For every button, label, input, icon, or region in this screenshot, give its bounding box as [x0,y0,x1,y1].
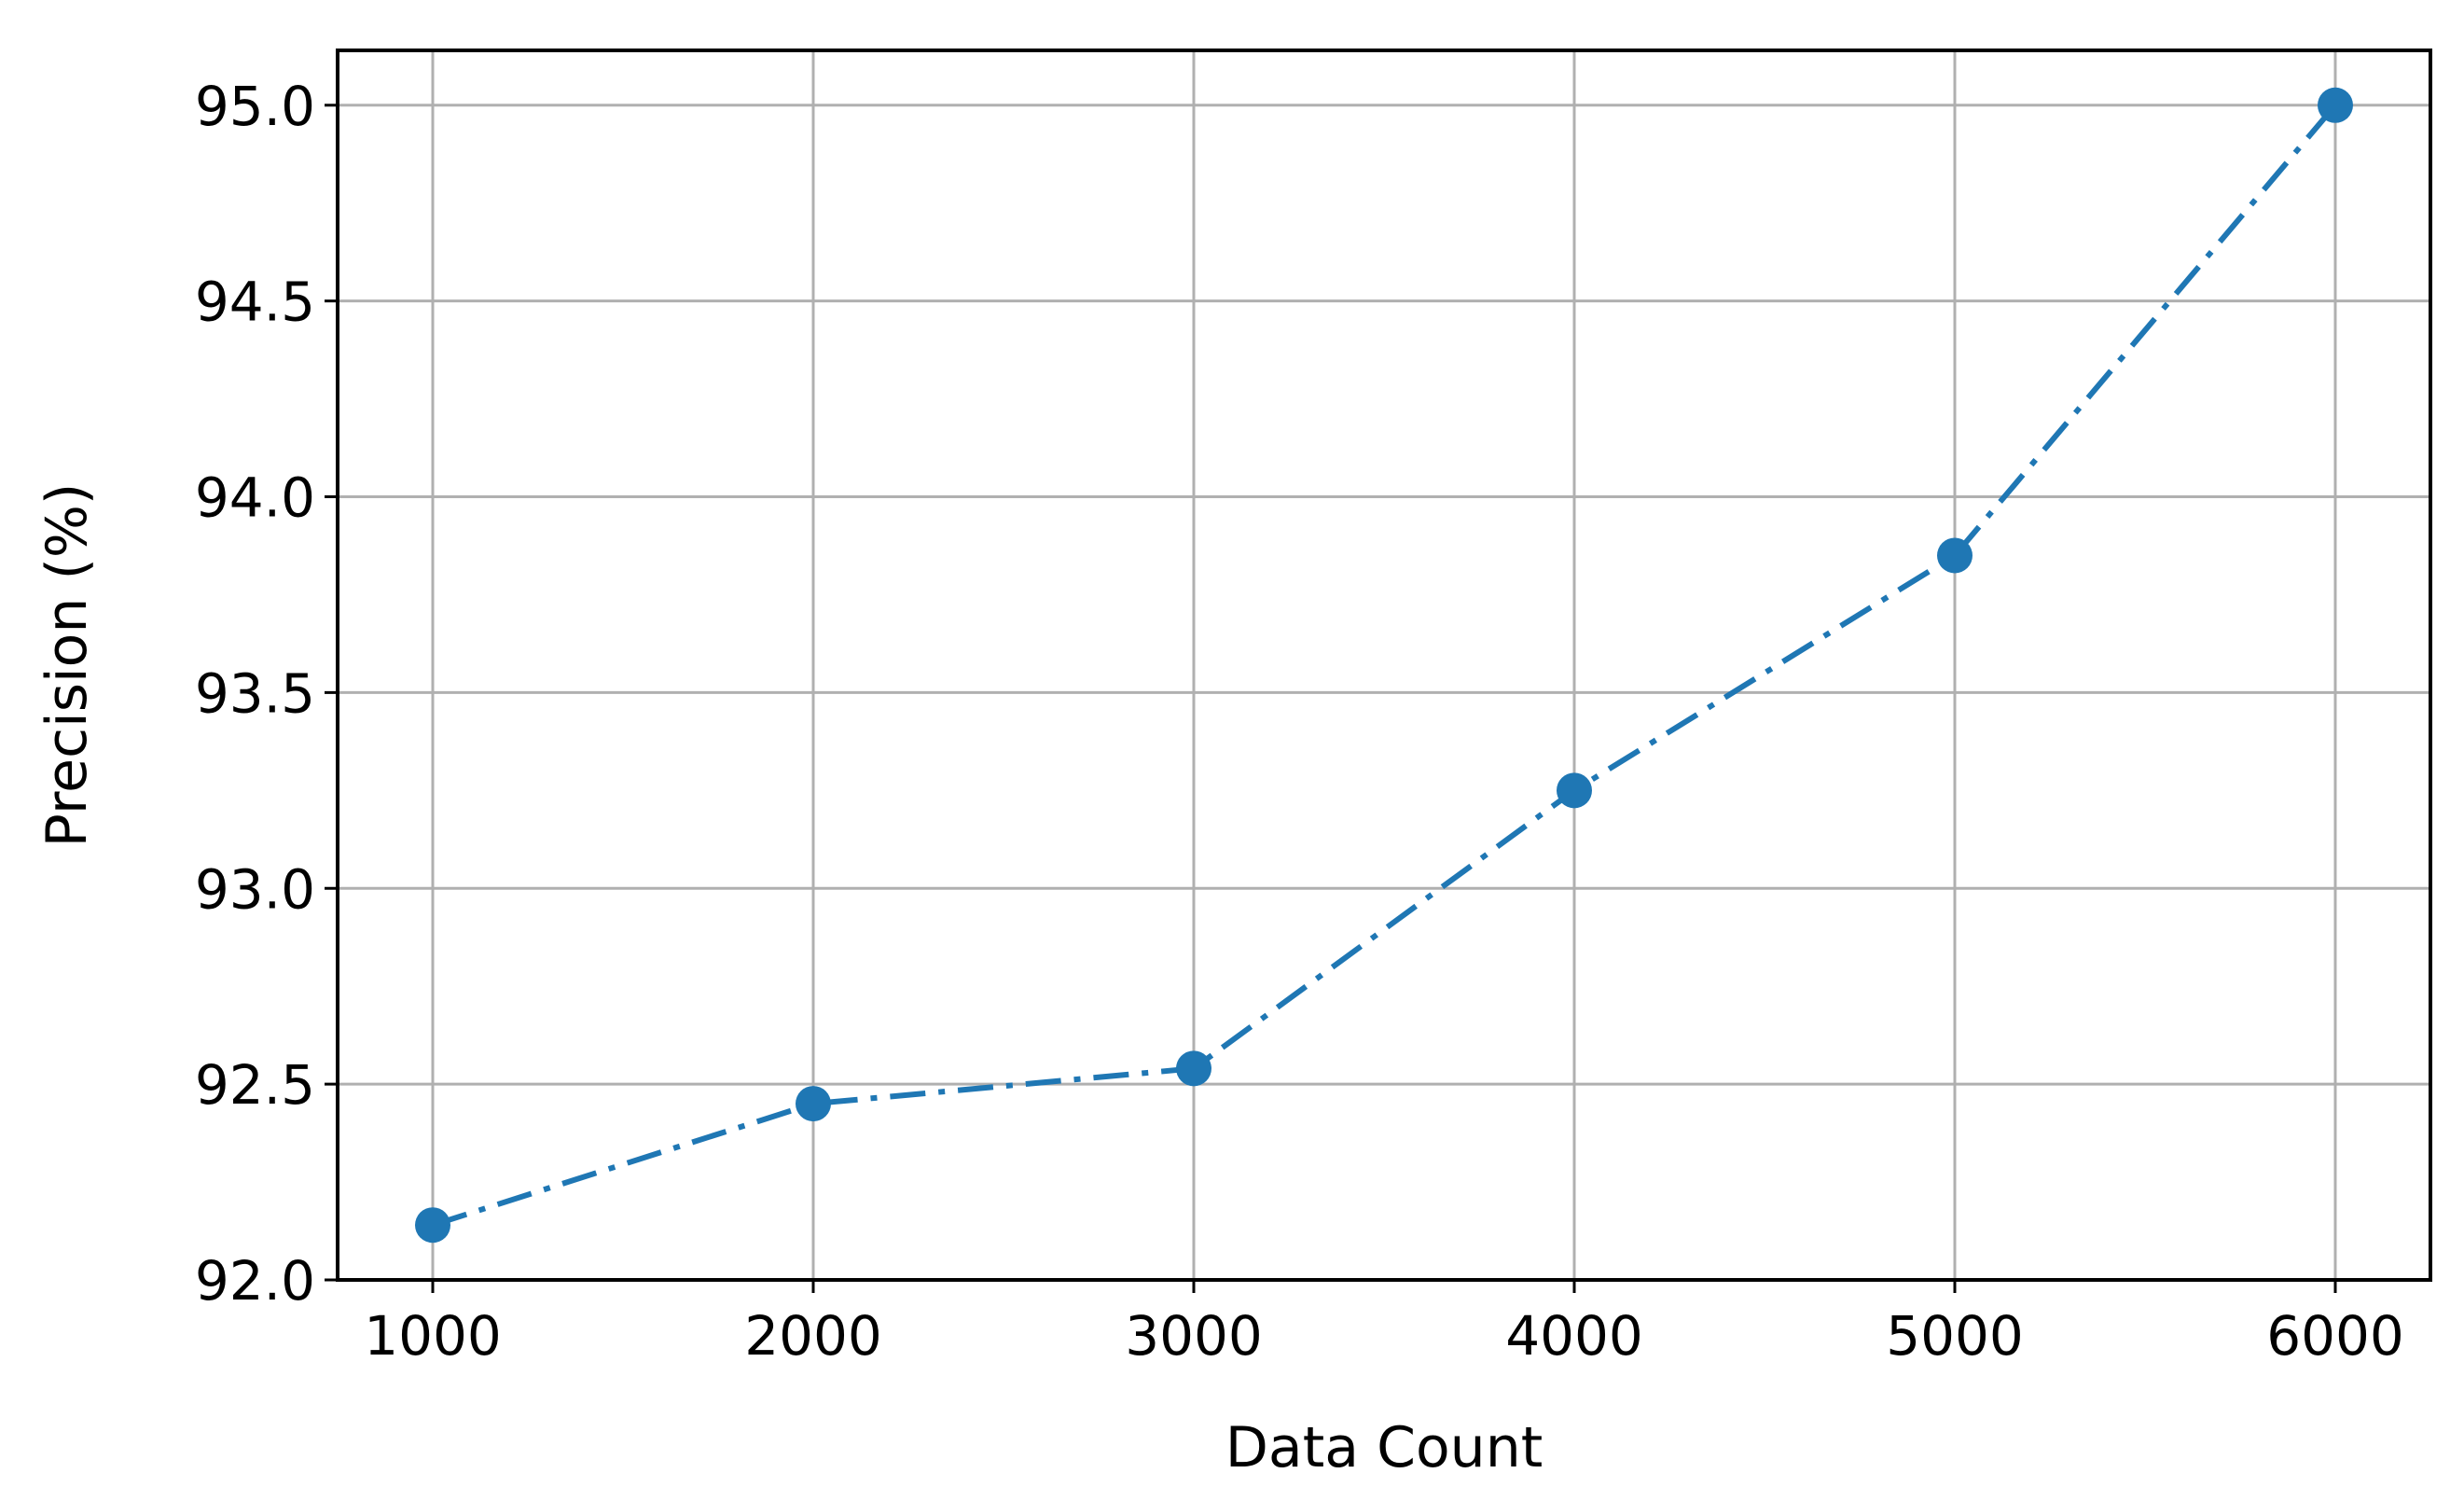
x-tick-label: 6000 [2266,1304,2404,1368]
x-tick-label: 1000 [364,1304,502,1368]
x-tick-label: 2000 [744,1304,882,1368]
grid [338,50,2430,1282]
y-tick-label: 94.5 [195,271,315,334]
data-point [796,1086,831,1122]
axis-ticks: 1000 2000 3000 4000 5000 6000 92.0 92.5 93.0 93.5… [195,75,2404,1368]
x-tick-label: 5000 [1886,1304,2024,1368]
y-tick-label: 93.5 [195,661,315,725]
data-point [415,1207,450,1244]
y-axis-label: Precision (%) [35,483,100,848]
y-tick-label: 92.0 [195,1249,315,1313]
data-point [1557,772,1592,809]
data-point [2318,87,2353,123]
y-tick-label: 93.0 [195,857,315,921]
y-tick-label: 95.0 [195,75,315,138]
series-layer [415,87,2353,1244]
plot-area-frame [336,49,2432,1282]
series-line [432,103,2338,1229]
y-tick-label: 94.0 [195,466,315,530]
x-tick-label: 3000 [1125,1304,1263,1368]
x-tick-label: 4000 [1505,1304,1643,1368]
data-point [1176,1050,1211,1087]
y-tick-label: 92.5 [195,1053,315,1117]
x-axis-label: Data Count [1225,1415,1543,1480]
data-point [1937,537,1973,574]
